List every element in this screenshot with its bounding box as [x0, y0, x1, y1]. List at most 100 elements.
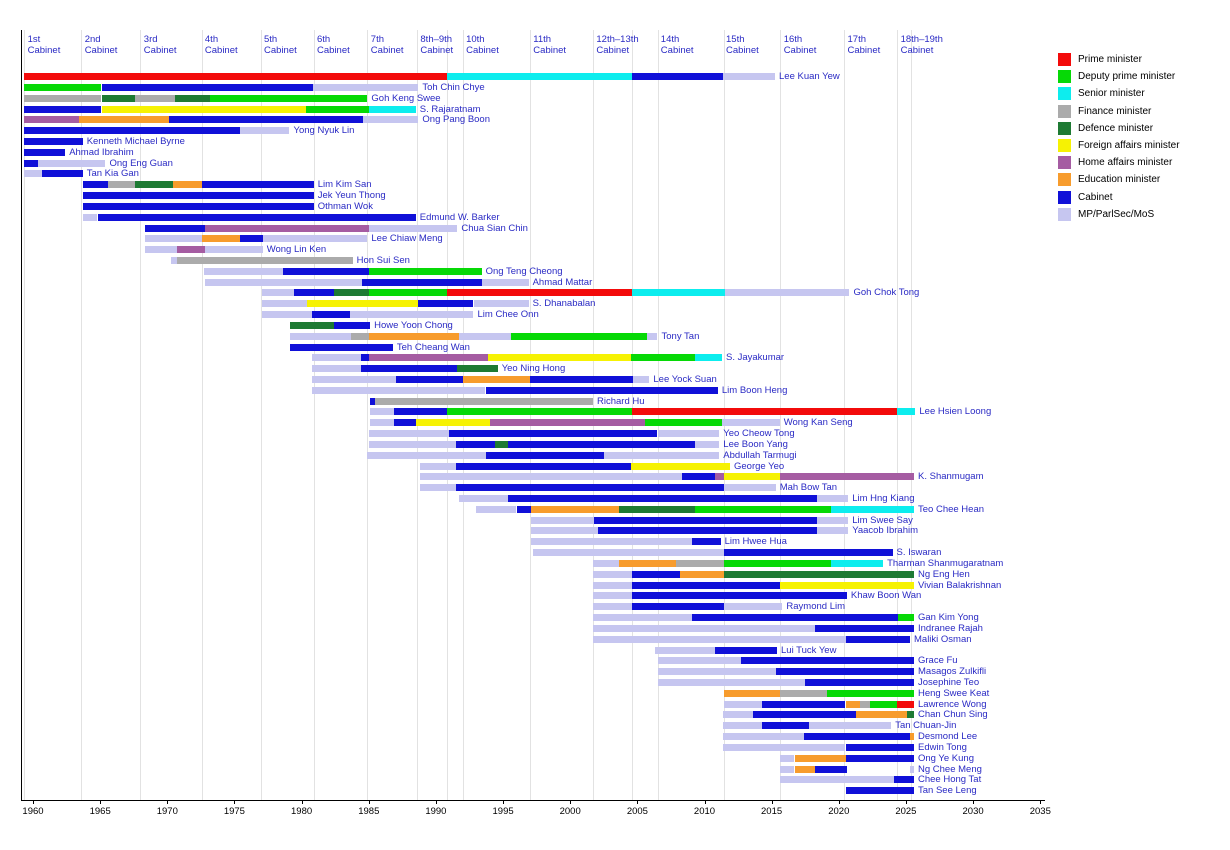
tenure-segment-def [495, 440, 509, 448]
cabinet-header-label: 7th Cabinet [370, 34, 404, 56]
minister-name-label: Lim Boon Heng [721, 384, 788, 396]
tenure-segment-cab [282, 267, 369, 275]
tenure-segment-mp [204, 246, 263, 254]
tenure-segment-fa [724, 473, 780, 481]
tenure-segment-cab [24, 148, 66, 156]
tenure-segment-cab [845, 754, 914, 762]
minister-name-label: Tan Chuan-Jin [895, 720, 957, 732]
tenure-segment-dpm [447, 408, 632, 416]
axis-tick-label: 2000 [559, 806, 581, 817]
minister-name-label: Ong Teng Cheong [485, 265, 563, 277]
tenure-segment-mp [262, 289, 294, 297]
minister-name-label: Vivian Balakrishnan [918, 579, 1002, 591]
tenure-segment-mp [481, 278, 529, 286]
minister-name-label: Edwin Tong [918, 741, 967, 753]
tenure-segment-mp [657, 430, 720, 438]
tenure-segment-mp [817, 527, 849, 535]
tenure-segment-mp [530, 527, 599, 535]
x-axis-line [21, 800, 1045, 801]
tenure-segment-cab [724, 549, 893, 557]
minister-name-label: Gan Kim Yong [918, 612, 979, 623]
tenure-segment-cab [845, 635, 910, 643]
tenure-segment-ha [489, 419, 646, 427]
axis-tick-label: 2020 [828, 806, 850, 817]
tenure-segment-cab [456, 440, 495, 448]
tenure-segment-mp [593, 603, 632, 611]
tenure-segment-mp [458, 495, 509, 502]
tenure-segment-mp [530, 516, 595, 524]
tenure-segment-cab [395, 376, 463, 383]
tenure-segment-mp [473, 300, 529, 308]
tenure-segment-mp [370, 408, 395, 416]
tenure-segment-mp [312, 354, 361, 362]
tenure-segment-fa [101, 105, 306, 113]
cabinet-header-label: 2nd Cabinet [84, 34, 118, 56]
tenure-segment-cab [82, 181, 109, 189]
tenure-segment-edu [368, 332, 459, 340]
tenure-segment-def [135, 181, 173, 189]
tenure-segment-cab [508, 440, 696, 448]
axis-tick [435, 800, 437, 804]
axis-tick [301, 800, 303, 804]
tenure-segment-dpm [826, 689, 914, 697]
tenure-segment-dpm [897, 614, 914, 621]
tenure-segment-mp [239, 127, 290, 135]
minister-name-label: Ng Eng Hen [918, 568, 970, 580]
minister-name-label: Khaw Boon Wan [850, 590, 922, 602]
tenure-segment-def [289, 321, 334, 329]
cabinet-header-label: 5th Cabinet [264, 34, 297, 56]
tenure-segment-dpm [695, 505, 831, 513]
tenure-segment-mp [419, 473, 682, 481]
tenure-segment-mp [368, 224, 458, 232]
tenure-segment-cab [360, 365, 458, 373]
minister-name-label: Heng Swee Keat [918, 687, 990, 699]
tenure-segment-cab [168, 116, 364, 124]
tenure-segment-fin [374, 397, 593, 405]
minister-name-label: S. Jayakumar [726, 352, 785, 364]
tenure-segment-mp [657, 657, 741, 665]
tenure-segment-cab [805, 678, 914, 686]
tenure-segment-cab [632, 581, 780, 589]
tenure-segment-edu [856, 711, 908, 719]
cabinet-gridline [24, 30, 26, 800]
axis-tick-label: 2015 [761, 806, 783, 817]
tenure-segment-fa [488, 354, 631, 362]
tenure-segment-pm [447, 289, 632, 297]
axis-tick [33, 800, 34, 804]
axis-tick [167, 800, 169, 804]
tenure-segment-def [724, 570, 914, 578]
tenure-segment-mp [593, 592, 632, 600]
tenure-segment-mp [657, 678, 806, 686]
tenure-segment-cab [24, 137, 83, 145]
tenure-segment-cab [740, 657, 914, 665]
minister-name-label: Lee Hsien Loong [919, 406, 992, 418]
tenure-segment-mp [368, 440, 457, 448]
minister-name-label: Lim Chee Onn [477, 309, 539, 320]
tenure-segment-cab [312, 311, 350, 318]
tenure-segment-mp [144, 235, 203, 243]
tenure-segment-mp [367, 451, 486, 459]
tenure-segment-pm [897, 700, 914, 708]
tenure-segment-mp [203, 267, 283, 275]
minister-name-label: George Yeo [734, 460, 785, 472]
legend-label: Defence minister [1078, 122, 1154, 134]
tenure-segment-mp [722, 733, 804, 740]
tenure-segment-cab [202, 181, 314, 189]
tenure-segment-cab [82, 202, 314, 210]
tenure-segment-cab [632, 73, 724, 80]
tenure-segment-def [333, 289, 369, 297]
tenure-segment-cab [239, 235, 263, 243]
tenure-segment-sm [897, 408, 916, 416]
tenure-segment-mp [204, 278, 362, 286]
tenure-segment-mp [593, 559, 619, 567]
tenure-segment-mp [593, 570, 632, 578]
legend-swatch-fin [1058, 104, 1071, 118]
minister-name-label: Maliki Osman [914, 633, 972, 645]
tenure-segment-mp [262, 235, 368, 243]
tenure-segment-mp [695, 440, 720, 448]
minister-name-label: Raymond Lim [786, 601, 845, 613]
cabinet-header-label: 10th Cabinet [466, 34, 499, 56]
tenure-segment-mp [262, 311, 313, 318]
tenure-segment-mp [725, 289, 850, 297]
tenure-segment-fa [307, 300, 419, 308]
